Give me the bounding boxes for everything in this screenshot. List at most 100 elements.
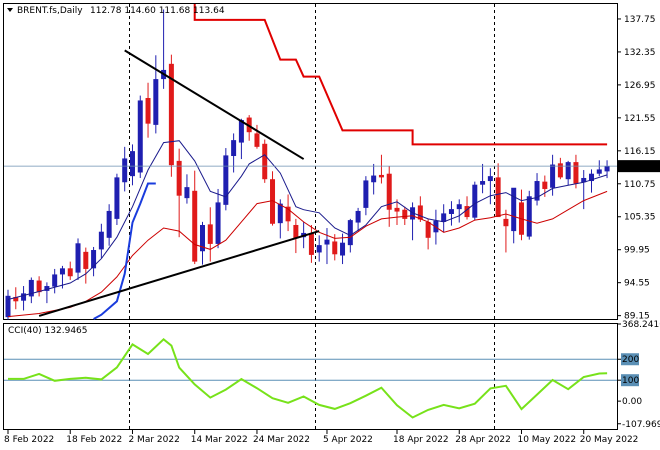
- candle-body: [378, 174, 384, 178]
- price-tick-label: 105.35: [624, 213, 656, 223]
- date-tick-label: 14 Mar 2022: [191, 435, 248, 445]
- candle-body: [83, 251, 89, 269]
- candle-body: [417, 205, 423, 220]
- candle-body: [324, 239, 330, 245]
- candle-body: [91, 250, 97, 269]
- overlay-lines: [7, 4, 608, 419]
- candle-body: [363, 180, 369, 208]
- candle: [324, 228, 330, 265]
- candle: [425, 218, 431, 250]
- date-tick-label: 18 Apr 2022: [393, 435, 449, 445]
- candle: [192, 170, 198, 265]
- candle-body: [355, 210, 361, 223]
- candle: [487, 168, 493, 205]
- candle-body: [550, 164, 556, 188]
- candle-body: [332, 241, 338, 255]
- candle: [581, 170, 587, 210]
- candle: [441, 204, 447, 233]
- candle-body: [441, 213, 447, 222]
- candle: [67, 261, 73, 280]
- candle-body: [542, 181, 548, 189]
- price-tick-label: 121.55: [624, 114, 656, 124]
- candle-body: [277, 203, 283, 224]
- candle-body: [59, 268, 65, 275]
- candle-body: [44, 286, 50, 291]
- candle-body: [596, 169, 602, 174]
- date-tick-label: 18 Feb 2022: [66, 435, 122, 445]
- candle: [122, 146, 128, 192]
- cci-level-lines: [4, 358, 617, 381]
- candle: [277, 199, 283, 239]
- trendline: [124, 49, 305, 160]
- candle: [557, 157, 563, 180]
- candle-body: [231, 140, 237, 157]
- candle-body: [464, 206, 470, 218]
- candle: [215, 188, 221, 249]
- candle: [114, 173, 120, 225]
- date-tick-label: 24 Mar 2022: [253, 435, 310, 445]
- candle: [526, 190, 532, 240]
- cci-tick-label: 368.2416: [622, 320, 660, 330]
- cci-header: CCI(40) 132.9465: [8, 326, 88, 336]
- trendline: [38, 230, 320, 317]
- candle-body: [472, 184, 478, 218]
- candle-body: [129, 151, 135, 177]
- candle-body: [52, 274, 58, 287]
- date-axis: 8 Feb 2022 18 Feb 2022 2 Mar 2022 14 Mar 20…: [4, 430, 638, 445]
- candle: [589, 169, 594, 193]
- candle: [91, 246, 97, 277]
- candle-body: [371, 175, 377, 183]
- collapse-triangle-icon[interactable]: [7, 8, 13, 12]
- candle-body: [145, 98, 151, 124]
- current-price-box: [618, 160, 660, 173]
- candle: [448, 201, 454, 226]
- candle-body: [565, 162, 571, 180]
- candle: [534, 173, 540, 206]
- candle-body: [184, 187, 190, 199]
- price-tick-label: 137.75: [624, 15, 656, 25]
- date-tick-label: 8 Feb 2022: [4, 435, 54, 445]
- candle-body: [340, 242, 346, 256]
- candle: [464, 196, 470, 220]
- candle-body: [526, 196, 532, 237]
- candle: [371, 163, 377, 195]
- candle-body: [511, 187, 517, 232]
- candle-body: [36, 280, 42, 293]
- candle: [238, 118, 244, 160]
- candle: [28, 277, 34, 304]
- candle-body: [137, 100, 143, 173]
- cci-axis: 368.2416 200 100 0.00 -107.969: [617, 320, 660, 430]
- price-tick-label: 94.55: [624, 279, 650, 289]
- candle: [168, 54, 174, 177]
- upper-step-line: [193, 4, 608, 146]
- date-tick-label: 28 Apr 2022: [455, 435, 511, 445]
- cci-tick-label: 0.00: [622, 397, 642, 407]
- price-tick-label: 116.15: [624, 147, 656, 157]
- candle-body: [487, 176, 493, 182]
- candle: [207, 207, 213, 262]
- candle: [316, 235, 322, 262]
- candle: [495, 163, 501, 218]
- candle: [363, 176, 369, 216]
- candle-body: [480, 181, 486, 185]
- candle: [565, 160, 571, 186]
- date-tick-label: 10 May 2022: [517, 435, 576, 445]
- candle-body: [114, 177, 120, 219]
- candle-body: [448, 209, 454, 214]
- candle: [145, 82, 151, 138]
- candle-body: [495, 177, 501, 218]
- candle: [36, 276, 42, 297]
- candle-body: [28, 279, 34, 297]
- candle: [480, 163, 486, 194]
- candle-body: [410, 207, 416, 220]
- current-price-label: 113.64: [622, 162, 654, 172]
- date-tick-label: 5 Apr 2022: [323, 435, 373, 445]
- candle-body: [534, 181, 540, 201]
- cci-level-box: [621, 374, 639, 387]
- candle: [511, 187, 517, 244]
- candle: [456, 199, 462, 223]
- candle-body: [589, 173, 594, 182]
- candle-body: [394, 207, 400, 212]
- candle-body: [308, 233, 314, 255]
- candle: [200, 221, 205, 265]
